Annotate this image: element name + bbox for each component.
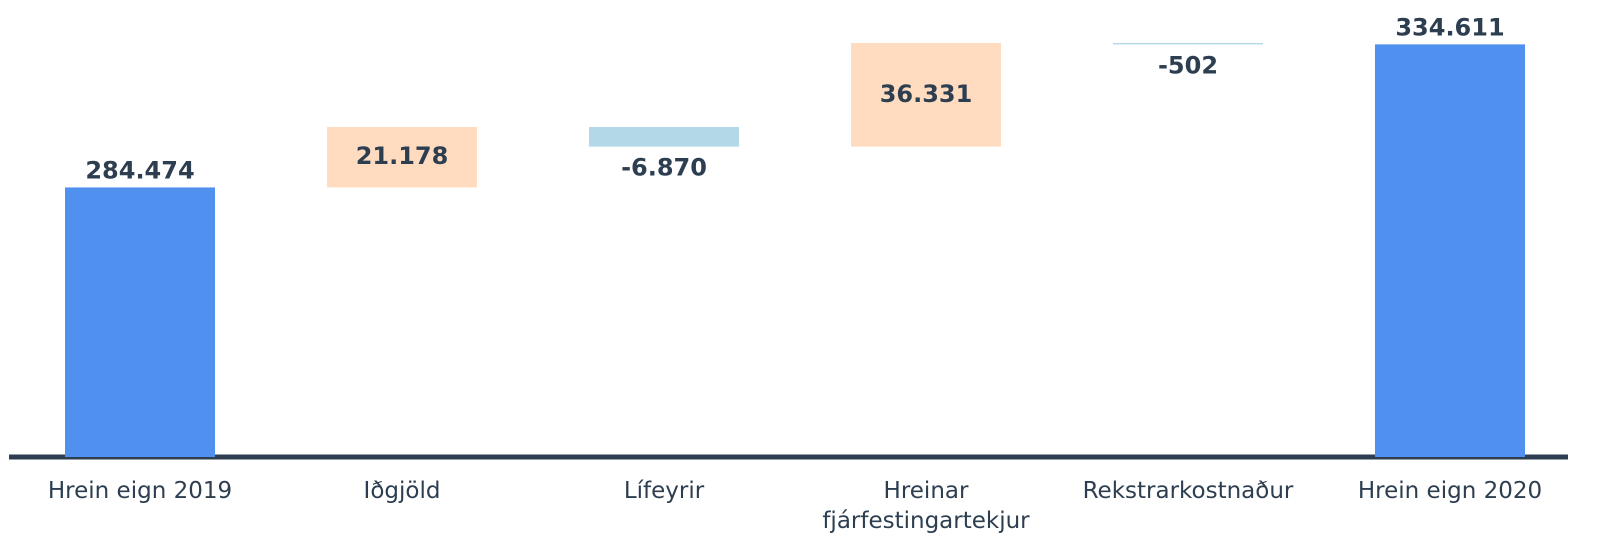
- bar: [1375, 44, 1525, 457]
- bar: [589, 127, 739, 147]
- value-label: -6.870: [621, 154, 707, 182]
- bar: [327, 127, 477, 188]
- value-label: 36.331: [880, 80, 973, 108]
- category-label: Iðgjöld: [363, 478, 441, 504]
- value-label: -502: [1158, 51, 1218, 79]
- value-label: 334.611: [1395, 13, 1504, 41]
- bar: [1113, 42, 1263, 45]
- value-label: 284.474: [85, 156, 194, 184]
- category-label: Hreinar fjárfestingartekjur: [822, 478, 1030, 534]
- bar: [851, 42, 1001, 147]
- bar: [65, 187, 215, 457]
- category-label: Lífeyrir: [623, 478, 705, 504]
- value-label: 21.178: [356, 142, 449, 170]
- category-label: Rekstrarkostnaður: [1082, 478, 1294, 504]
- category-label: Hrein eign 2019: [47, 478, 233, 504]
- category-label: Hrein eign 2020: [1357, 478, 1543, 504]
